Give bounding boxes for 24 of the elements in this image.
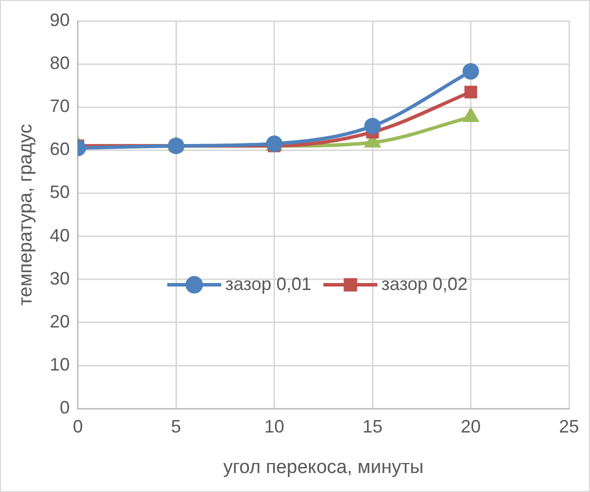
y-tick-label: 40 <box>50 225 70 246</box>
legend-label: зазор 0,01 <box>225 274 312 294</box>
x-tick-label: 10 <box>264 416 284 436</box>
x-tick-label: 15 <box>362 416 383 436</box>
point <box>463 108 478 122</box>
y-tick-label: 60 <box>50 139 70 160</box>
y-tick-label: 20 <box>50 311 70 332</box>
point <box>464 86 478 98</box>
x-tick-label: 25 <box>558 416 580 436</box>
x-tick-label: 5 <box>171 416 182 436</box>
y-tick-label: 90 <box>50 10 70 30</box>
x-tick-label: 0 <box>72 416 83 436</box>
point <box>462 63 480 80</box>
y-tick-label: 80 <box>50 53 70 74</box>
y-tick-label: 70 <box>50 96 70 116</box>
y-tick-label: 0 <box>60 398 70 418</box>
y-tick-label: 10 <box>50 354 70 374</box>
legend-label: зазор 0,02 <box>381 274 468 294</box>
x-axis-title: угол перекоса, минуты <box>223 456 424 478</box>
y-tick-label: 30 <box>50 268 70 288</box>
y-tick-label: 50 <box>50 182 70 202</box>
y-axis-title: температура, градус <box>16 124 37 306</box>
point <box>364 118 381 134</box>
x-tick-label: 20 <box>460 416 481 436</box>
